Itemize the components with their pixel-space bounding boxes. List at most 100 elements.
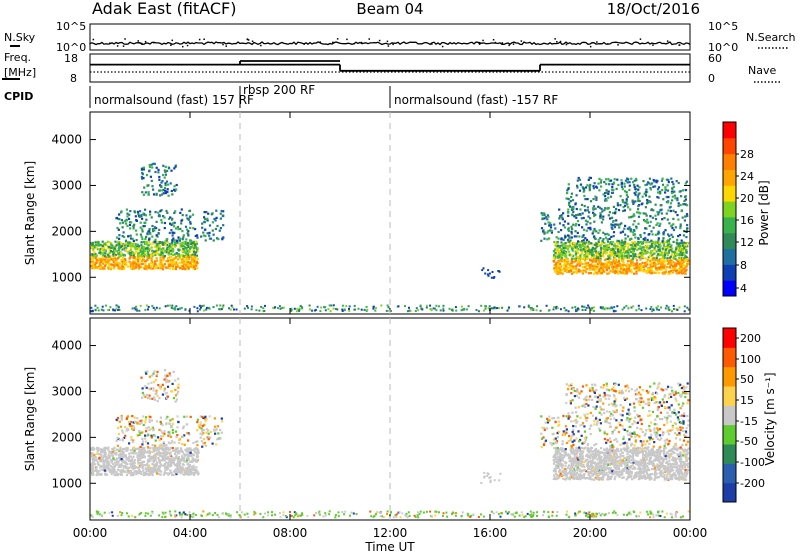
echo-pixel [549,229,552,232]
echo-pixel [174,471,177,474]
echo-pixel [635,266,638,270]
echo-pixel [618,258,621,261]
echo-pixel [176,415,179,418]
echo-pixel [177,377,180,380]
echo-pixel [127,456,130,459]
echo-pixel [574,257,577,260]
echo-pixel [142,166,146,169]
echo-pixel [147,433,150,436]
echo-pixel [575,264,578,268]
echo-pixel [679,223,682,226]
echo-pixel [101,457,104,460]
echo-pixel [316,305,319,308]
echo-pixel [595,242,598,246]
echo-pixel [165,444,168,447]
echo-pixel [606,232,609,235]
echo-pixel [564,246,567,249]
echo-pixel [671,227,674,230]
echo-pixel [581,249,584,252]
echo-pixel [160,470,163,473]
echo-pixel [204,444,208,447]
echo-pixel [655,250,658,253]
echo-pixel [587,227,590,230]
echo-pixel [120,210,123,213]
echo-pixel [604,248,607,251]
echo-pixel [617,250,620,253]
echo-pixel [612,181,616,184]
echo-pixel [137,462,140,465]
echo-pixel [481,269,484,272]
echo-pixel [118,246,121,249]
echo-pixel [661,183,665,186]
echo-pixel [635,244,638,247]
echo-pixel [172,458,175,461]
echo-pixel [576,179,579,182]
echo-pixel [149,213,152,216]
echo-pixel [219,227,222,230]
echo-pixel [111,468,115,471]
echo-pixel [167,183,170,186]
echo-pixel [189,222,192,225]
echo-pixel [606,238,609,241]
echo-pixel [571,214,574,217]
echo-pixel [163,458,166,461]
echo-pixel [110,468,113,471]
echo-pixel [671,257,674,260]
echo-pixel [667,239,671,242]
echo-pixel [155,234,158,237]
echo-pixel [211,229,214,232]
echo-pixel [664,307,667,310]
nsearch-point [203,38,205,40]
echo-pixel [160,185,163,189]
echo-pixel [593,266,596,270]
echo-pixel [182,453,185,456]
echo-pixel [155,227,158,230]
echo-pixel [613,262,617,265]
echo-pixel [91,310,94,313]
echo-pixel [121,459,124,462]
echo-pixel [157,168,160,171]
echo-pixel [639,258,642,261]
echo-pixel [672,209,675,212]
echo-pixel [570,236,573,239]
echo-pixel [152,457,155,460]
echo-pixel [203,220,206,223]
echo-pixel [683,267,686,270]
echo-pixel [144,191,147,194]
echo-pixel [164,305,167,308]
echo-pixel [167,253,170,256]
echo-pixel [153,162,156,165]
echo-pixel [164,445,167,448]
echo-pixel [175,183,178,187]
echo-pixel [566,234,570,237]
echo-pixel [677,202,680,205]
echo-pixel [490,307,493,310]
echo-pixel [100,453,103,456]
echo-pixel [115,418,118,421]
echo-pixel [598,189,601,192]
echo-pixel [599,251,602,254]
echo-pixel [584,250,587,253]
echo-pixel [164,173,167,176]
echo-pixel [166,238,169,241]
echo-pixel [148,460,151,463]
echo-pixel [629,228,632,231]
echo-pixel [546,231,549,234]
echo-pixel [661,266,664,269]
echo-pixel [375,307,377,310]
echo-pixel [157,247,160,250]
echo-pixel [202,304,205,307]
echo-pixel [649,183,652,186]
echo-pixel [176,263,179,266]
echo-pixel [646,263,649,266]
echo-pixel [146,460,149,463]
echo-pixel [565,258,568,261]
echo-pixel [542,229,545,232]
echo-pixel [131,237,134,240]
echo-pixel [435,304,438,307]
echo-pixel [571,199,575,202]
echo-pixel [167,380,170,383]
echo-pixel [170,264,173,267]
echo-pixel [650,242,653,246]
echo-pixel [618,264,621,267]
